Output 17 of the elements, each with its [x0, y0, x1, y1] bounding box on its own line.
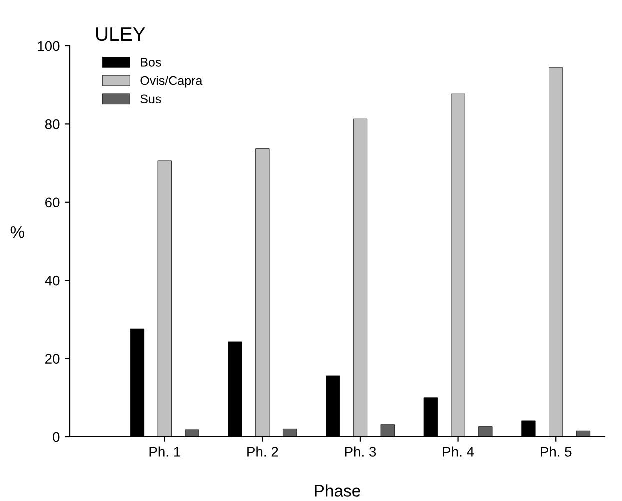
x-tick-label: Ph. 3	[345, 446, 376, 457]
x-tick-label: Ph. 5	[541, 446, 572, 457]
y-axis-title: %	[10, 226, 24, 238]
y-tick-label: 60	[46, 198, 60, 208]
y-tick-label: 20	[46, 354, 60, 364]
legend-label: Bos	[141, 58, 162, 67]
y-tick-label: 80	[45, 120, 60, 130]
y-tick-label: 100	[38, 41, 60, 52]
x-tick-label: Ph. 2	[248, 446, 278, 457]
legend-label: Ovis/Capra	[140, 76, 203, 88]
x-tick-label: Ph. 4	[443, 446, 474, 457]
legend-label: Sus	[140, 94, 162, 104]
y-tick-label: 40	[45, 276, 60, 286]
x-tick-label: Ph. 1	[150, 446, 180, 457]
chart-title: ULEY	[96, 28, 146, 42]
y-tick-label: 0	[53, 432, 60, 442]
x-axis-title: Phase	[315, 484, 360, 497]
